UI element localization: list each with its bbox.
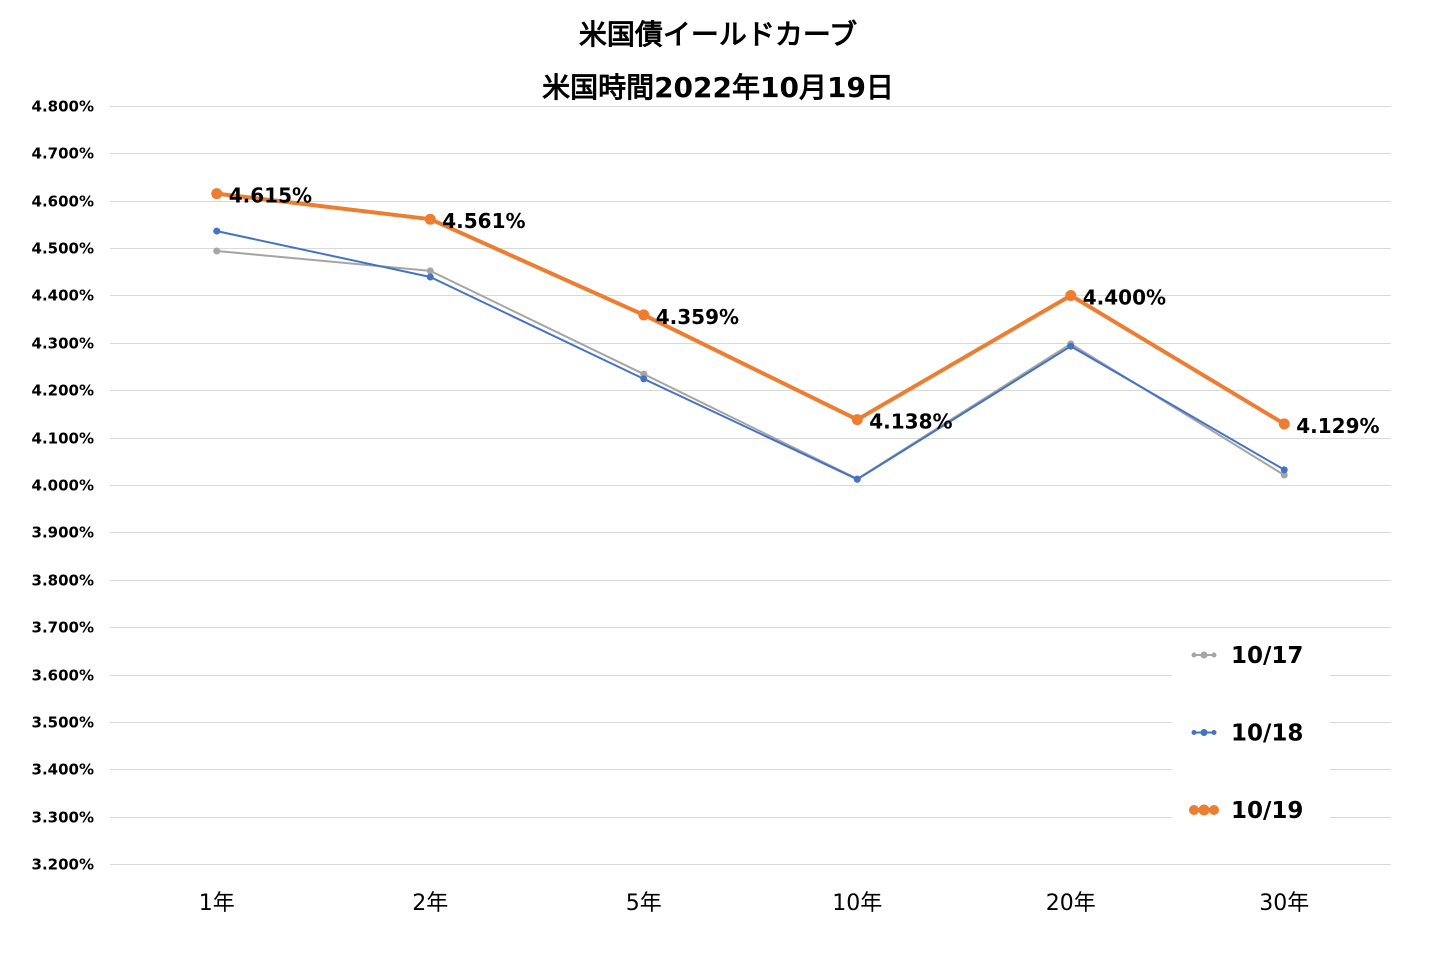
legend-label: 10/19 (1231, 798, 1303, 824)
legend-marker-dot (1211, 652, 1217, 658)
x-axis-tick-labels: 1年 2年 5年 10年 20年 30年 (199, 891, 1310, 916)
series-10-18-point (213, 227, 221, 235)
y-tick-label: 3.800% (32, 572, 94, 590)
series-10-17-point (426, 267, 434, 275)
y-tick-label: 4.700% (32, 145, 94, 163)
y-tick-label: 3.700% (32, 619, 94, 637)
data-label: 4.615% (229, 184, 312, 208)
legend-marker (1191, 729, 1217, 736)
y-tick-label: 4.800% (32, 98, 94, 116)
y-tick-label: 4.300% (32, 335, 94, 353)
legend-label: 10/17 (1231, 643, 1303, 669)
y-tick-label: 3.400% (32, 761, 94, 779)
legend-entry-10-18: 10/18 (1191, 721, 1303, 747)
data-label: 4.561% (442, 209, 525, 233)
series-10-18-point (853, 475, 861, 483)
series-10-19-point (1065, 290, 1077, 301)
chart-title: 米国債イールドカーブ (579, 18, 857, 51)
legend-entry-10-19: 10/19 (1189, 798, 1303, 824)
y-tick-label: 4.400% (32, 287, 94, 305)
legend-marker (1191, 651, 1217, 659)
y-tick-label: 3.900% (32, 524, 94, 542)
series-10-19-point (211, 188, 223, 200)
legend-marker-dot (1200, 651, 1208, 659)
y-tick-label: 3.200% (32, 856, 94, 874)
legend-marker-dot (1191, 652, 1197, 658)
series-layer (211, 188, 1290, 483)
legend-marker-dot (1198, 804, 1210, 816)
series-10-19-point (1278, 418, 1290, 430)
x-tick-label: 30年 (1259, 891, 1309, 916)
data-labels: 4.615% 4.561% 4.359% 4.138% 4.400% 4.129% (229, 184, 1380, 438)
x-tick-label: 5年 (626, 891, 662, 916)
x-tick-label: 10年 (832, 891, 882, 916)
series-10-18-point (1067, 342, 1075, 350)
legend-marker (1189, 804, 1219, 816)
y-tick-label: 3.500% (32, 714, 94, 732)
series-10-19-line (214, 191, 1287, 426)
chart-subtitle: 米国時間2022年10月19日 (542, 71, 894, 104)
legend: 10/17 10/18 10/19 (1172, 632, 1330, 828)
series-10-19-point (851, 414, 863, 426)
y-tick-label: 4.000% (32, 477, 94, 495)
y-tick-label: 4.200% (32, 382, 94, 400)
series-10-18-point (426, 273, 434, 281)
x-tick-label: 1年 (199, 891, 235, 916)
legend-marker-dot (1191, 730, 1197, 735)
legend-marker-dot (1200, 729, 1208, 736)
data-label: 4.400% (1083, 286, 1166, 310)
series-10-17-point (213, 247, 221, 255)
data-label: 4.359% (656, 305, 739, 329)
x-tick-label: 2年 (412, 891, 448, 916)
series-10-18-point (1280, 466, 1288, 474)
legend-marker-dot (1189, 805, 1199, 815)
y-tick-label: 3.300% (32, 809, 94, 827)
y-axis-tick-labels: 4.800% 4.700% 4.600% 4.500% 4.400% 4.300% 4.20… (32, 98, 94, 874)
legend-entry-10-17: 10/17 (1191, 643, 1303, 669)
y-tick-label: 4.600% (32, 193, 94, 211)
series-10-19-point (424, 213, 436, 225)
legend-background (1172, 632, 1330, 828)
legend-marker-dot (1211, 730, 1217, 735)
legend-marker-dot (1209, 805, 1219, 815)
x-tick-label: 20年 (1046, 891, 1096, 916)
series-10-18-point (640, 375, 648, 383)
y-tick-label: 3.600% (32, 667, 94, 685)
legend-label: 10/18 (1231, 721, 1303, 747)
data-label: 4.138% (869, 410, 952, 434)
series-10-18-line (215, 230, 1286, 481)
y-tick-label: 4.500% (32, 240, 94, 258)
y-tick-label: 4.100% (32, 430, 94, 448)
series-10-19-point (638, 309, 650, 321)
series-10-17-point (1280, 471, 1288, 479)
data-label: 4.129% (1296, 414, 1379, 438)
